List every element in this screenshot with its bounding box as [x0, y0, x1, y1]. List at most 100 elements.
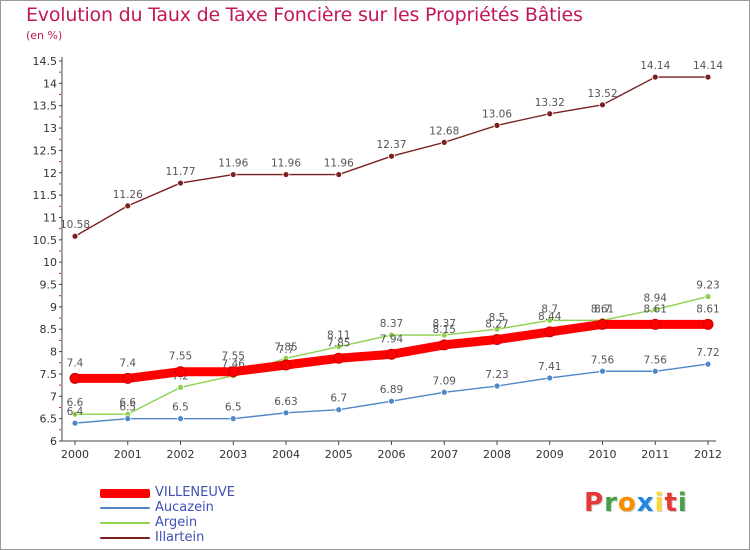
data-label: 7.72 — [696, 347, 719, 359]
data-label: 8.15 — [433, 324, 456, 336]
x-tick-label: 2012 — [694, 448, 722, 461]
data-point — [493, 325, 501, 333]
x-tick-label: 2002 — [167, 448, 195, 461]
y-tick-label: 11.5 — [33, 189, 58, 202]
y-tick-label: 7 — [50, 390, 57, 403]
data-label: 7.85 — [327, 337, 350, 349]
logo-letter: r — [604, 488, 618, 518]
logo-letter: i — [677, 488, 688, 518]
data-label: 10.58 — [60, 219, 90, 231]
data-point — [599, 101, 606, 109]
data-point — [704, 360, 712, 368]
data-label: 8.44 — [538, 311, 562, 323]
logo-letter: o — [617, 488, 637, 518]
x-tick-label: 2009 — [536, 448, 564, 461]
data-label: 11.26 — [113, 189, 143, 201]
data-point — [546, 110, 554, 118]
y-tick-label: 6.5 — [40, 413, 58, 426]
y-tick-label: 12 — [43, 167, 57, 180]
legend-label: Argein — [155, 515, 198, 530]
legend-swatch — [100, 507, 150, 509]
data-label: 6.5 — [225, 402, 242, 414]
x-tick-label: 2003 — [219, 448, 247, 461]
x-tick-label: 2010 — [589, 448, 617, 461]
data-point — [71, 419, 79, 427]
logo-letter: x — [636, 488, 655, 518]
x-tick-label: 2011 — [641, 448, 669, 461]
data-point — [282, 171, 290, 178]
y-tick-label: 8 — [50, 346, 57, 359]
legend-label: VILLENEUVE — [155, 485, 235, 500]
data-point — [649, 318, 661, 330]
proxiti-logo: Proxiti — [584, 488, 688, 518]
data-label: 6.7 — [330, 393, 347, 405]
data-label: 8.27 — [485, 319, 508, 331]
data-point — [440, 138, 448, 146]
data-label: 7.94 — [380, 333, 404, 345]
data-label: 6.63 — [274, 396, 297, 408]
data-point — [440, 388, 448, 396]
data-label: 8.37 — [380, 318, 403, 330]
data-label: 7.55 — [222, 351, 245, 363]
data-label: 9.23 — [696, 280, 719, 292]
data-point — [229, 171, 237, 178]
data-point — [651, 306, 659, 313]
chart-title: Evolution du Taux de Taxe Foncière sur l… — [26, 4, 583, 26]
data-point — [280, 359, 292, 371]
data-label: 14.14 — [693, 60, 723, 72]
data-label: 7.4 — [119, 357, 136, 369]
y-tick-label: 13.5 — [33, 100, 58, 113]
data-label: 13.06 — [482, 108, 512, 120]
y-tick-label: 9 — [50, 301, 57, 314]
data-point — [651, 367, 659, 375]
data-label: 7.09 — [433, 375, 456, 387]
data-point — [386, 348, 397, 360]
data-point — [440, 331, 448, 339]
data-point — [544, 326, 556, 338]
data-label: 7.7 — [278, 344, 295, 356]
y-tick-label: 7.5 — [40, 368, 58, 381]
unit-label: (en %) — [26, 29, 63, 42]
data-point — [124, 202, 132, 210]
data-point — [702, 318, 714, 330]
data-label: 13.52 — [587, 88, 617, 100]
data-label: 7.56 — [591, 354, 615, 366]
data-label: 8.61 — [644, 303, 667, 315]
data-label: 7.55 — [169, 351, 192, 363]
data-point — [493, 121, 501, 129]
logo-letter: i — [654, 488, 665, 518]
data-label: 7.56 — [644, 354, 668, 366]
data-point — [227, 366, 239, 378]
data-label: 6.6 — [119, 397, 136, 409]
y-tick-label: 10.5 — [33, 234, 58, 247]
y-tick-label: 14 — [43, 77, 57, 90]
data-label: 14.14 — [640, 60, 670, 72]
legend-label: Illartein — [155, 530, 205, 545]
data-point — [335, 343, 343, 351]
data-label: 11.96 — [324, 158, 354, 170]
x-tick-label: 2005 — [325, 448, 353, 461]
data-label: 11.96 — [218, 158, 248, 170]
data-point — [335, 171, 343, 178]
data-label: 8.5 — [489, 312, 506, 324]
data-point — [388, 152, 395, 160]
data-point — [546, 374, 554, 382]
data-point — [704, 73, 712, 81]
data-point — [491, 334, 503, 346]
x-tick-label: 2001 — [114, 448, 142, 461]
data-label: 8.11 — [327, 330, 350, 342]
y-tick-label: 11 — [43, 211, 57, 224]
data-point — [229, 415, 237, 423]
data-point — [597, 318, 608, 330]
data-point — [71, 232, 79, 240]
y-tick-label: 10 — [43, 256, 57, 269]
data-label: 7.85 — [274, 341, 297, 353]
data-point — [177, 179, 184, 187]
data-label: 8.7 — [594, 303, 611, 315]
data-point — [438, 339, 450, 351]
x-tick-label: 2004 — [272, 448, 300, 461]
data-label: 6.89 — [380, 384, 403, 396]
data-point — [177, 415, 184, 423]
